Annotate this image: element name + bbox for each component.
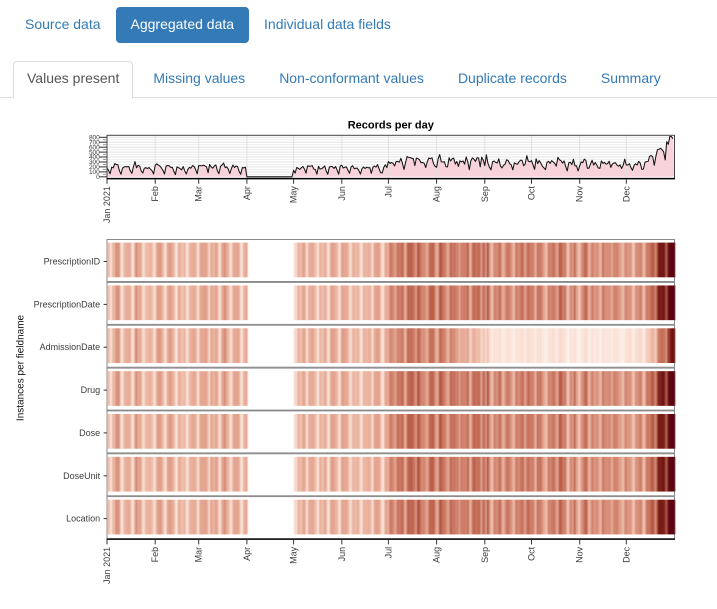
svg-text:Oct: Oct bbox=[527, 186, 537, 201]
svg-text:Nov: Nov bbox=[575, 546, 585, 563]
svg-text:May: May bbox=[289, 186, 299, 204]
svg-text:Instances per fieldname: Instances per fieldname bbox=[16, 314, 27, 421]
svg-text:500: 500 bbox=[89, 149, 100, 156]
svg-text:May: May bbox=[289, 546, 299, 564]
svg-text:Dec: Dec bbox=[621, 546, 631, 563]
svg-text:Apr: Apr bbox=[242, 547, 252, 561]
svg-text:Jun: Jun bbox=[337, 186, 347, 201]
svg-text:200: 200 bbox=[89, 164, 100, 171]
svg-text:Sep: Sep bbox=[480, 186, 490, 202]
svg-text:Jul: Jul bbox=[383, 547, 393, 559]
svg-text:0: 0 bbox=[96, 174, 100, 181]
svg-text:Oct: Oct bbox=[527, 546, 537, 561]
svg-text:800: 800 bbox=[89, 135, 100, 142]
svg-text:Sep: Sep bbox=[480, 547, 490, 563]
svg-text:DoseUnit: DoseUnit bbox=[63, 471, 101, 481]
svg-text:Aug: Aug bbox=[432, 186, 442, 202]
svg-text:Records per day: Records per day bbox=[348, 120, 435, 132]
svg-text:Jun: Jun bbox=[337, 547, 347, 562]
svg-text:Location: Location bbox=[66, 514, 100, 524]
svg-text:Apr: Apr bbox=[242, 186, 252, 200]
svg-text:AdmissionDate: AdmissionDate bbox=[40, 342, 101, 352]
svg-text:Mar: Mar bbox=[194, 547, 204, 563]
svg-text:600: 600 bbox=[89, 144, 100, 151]
svg-text:Jul: Jul bbox=[383, 186, 393, 198]
svg-text:PrescriptionID: PrescriptionID bbox=[44, 257, 101, 267]
svg-text:Aug: Aug bbox=[432, 547, 442, 563]
svg-text:Feb: Feb bbox=[150, 547, 160, 563]
svg-text:Jan 2021: Jan 2021 bbox=[102, 186, 112, 223]
svg-text:PrescriptionDate: PrescriptionDate bbox=[34, 299, 101, 309]
svg-text:Nov: Nov bbox=[575, 186, 585, 203]
svg-text:100: 100 bbox=[89, 169, 100, 176]
svg-text:400: 400 bbox=[89, 154, 100, 161]
svg-text:Mar: Mar bbox=[194, 186, 204, 202]
svg-text:Dose: Dose bbox=[79, 428, 100, 438]
svg-text:Drug: Drug bbox=[81, 385, 101, 395]
svg-text:Feb: Feb bbox=[150, 186, 160, 202]
svg-text:Jan 2021: Jan 2021 bbox=[102, 547, 112, 584]
svg-text:700: 700 bbox=[89, 139, 100, 146]
svg-text:300: 300 bbox=[89, 159, 100, 166]
svg-text:Dec: Dec bbox=[621, 186, 631, 203]
